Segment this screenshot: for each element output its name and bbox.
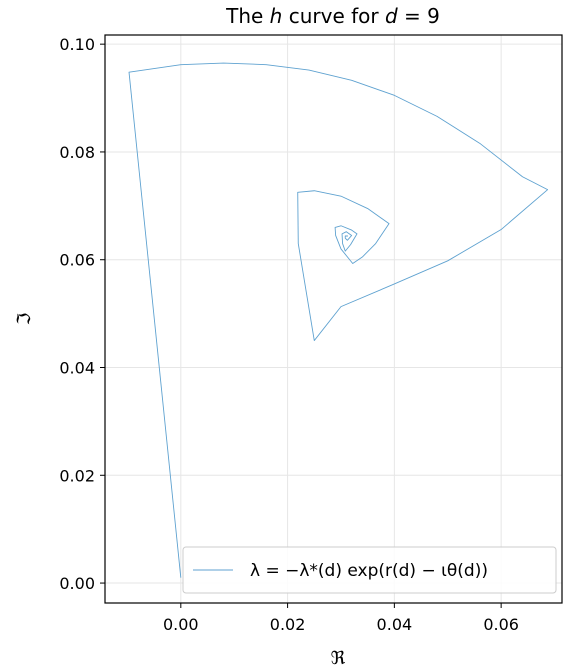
series-layer [128, 62, 549, 578]
y-axis: 0.00 0.02 0.04 0.06 0.08 0.10 [59, 35, 105, 593]
plot-frame [104, 34, 563, 604]
y-tick-label: 0.08 [59, 143, 95, 162]
x-tick-label: 0.00 [163, 615, 199, 634]
series-line [128, 62, 549, 578]
x-axis: 0.00 0.02 0.04 0.06 [163, 603, 519, 634]
legend-entry-label: λ = −λ*(d) exp(r(d) − ιθ(d)) [250, 561, 488, 581]
chart-title: The h curve for d = 9 [225, 4, 440, 28]
y-tick-label: 0.00 [59, 574, 95, 593]
y-tick-label: 0.10 [59, 35, 95, 54]
grid [105, 35, 562, 603]
x-axis-label: ℜ [331, 648, 346, 669]
y-tick-label: 0.06 [59, 251, 95, 270]
x-tick-label: 0.02 [270, 615, 306, 634]
legend-box [182, 546, 557, 594]
x-tick-label: 0.04 [377, 615, 413, 634]
legend: λ = −λ*(d) exp(r(d) − ιθ(d)) [182, 546, 557, 594]
y-tick-label: 0.04 [59, 359, 95, 378]
y-axis-label: ℑ [14, 313, 35, 326]
y-tick-label: 0.02 [59, 466, 95, 485]
x-tick-label: 0.06 [483, 615, 519, 634]
